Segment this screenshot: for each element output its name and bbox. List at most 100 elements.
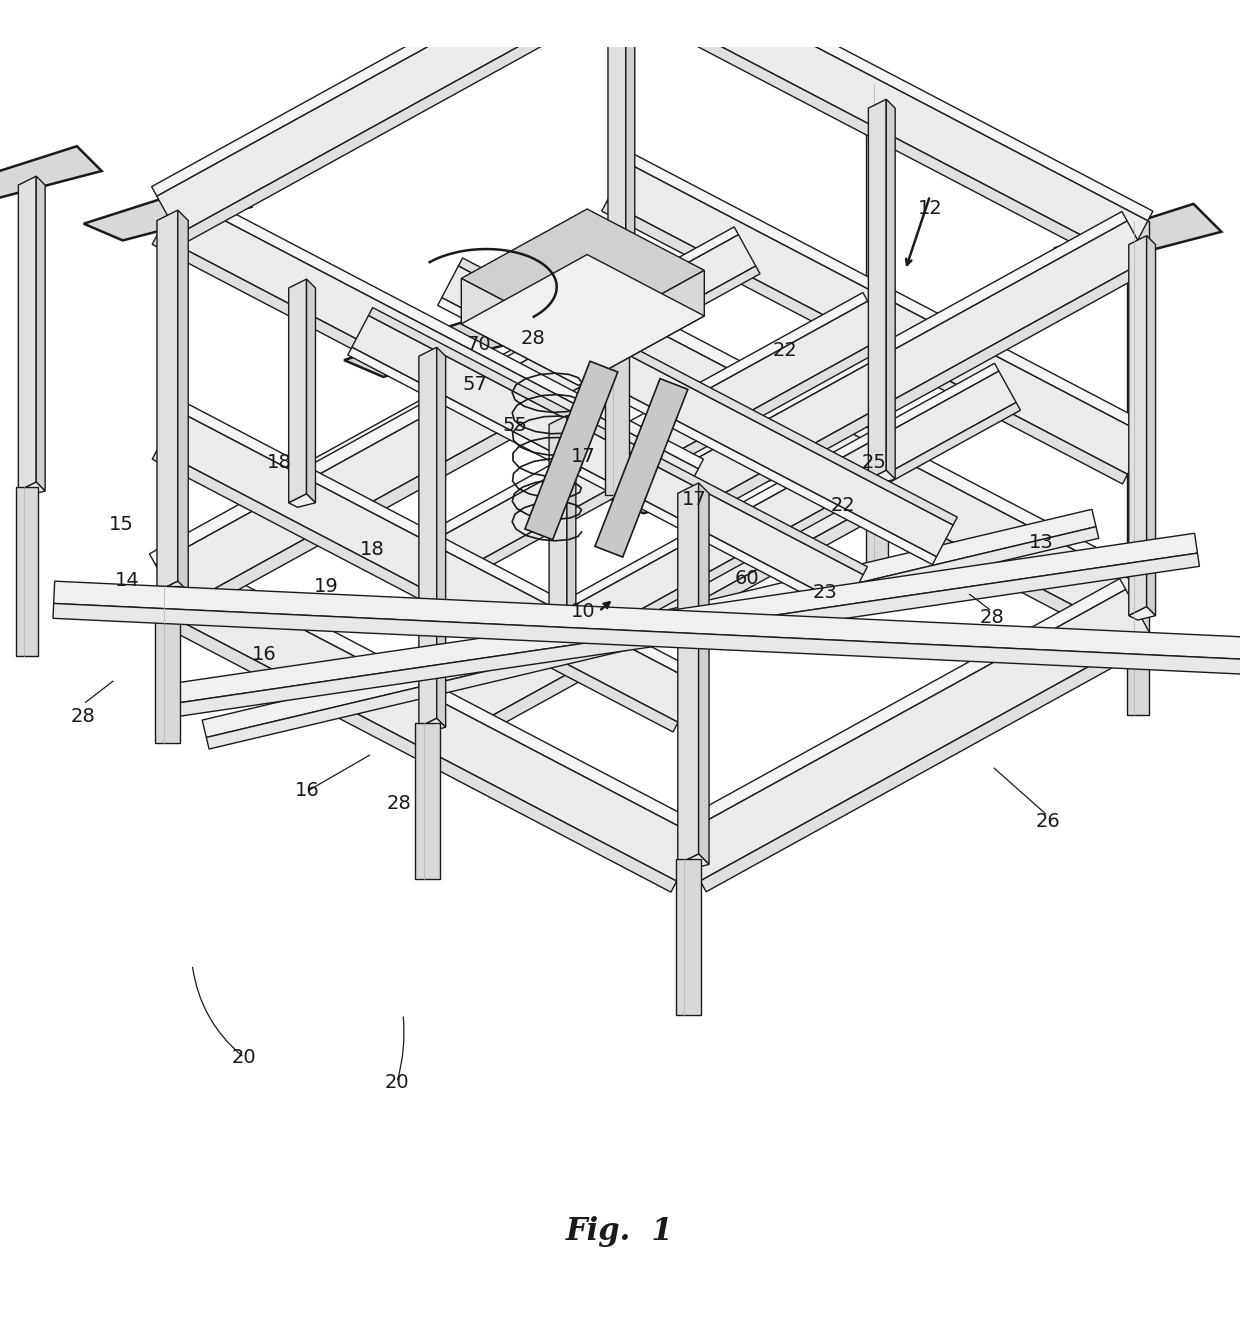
Polygon shape — [19, 176, 36, 491]
Polygon shape — [157, 211, 177, 591]
Text: Fig.  1: Fig. 1 — [567, 1215, 673, 1247]
Polygon shape — [1147, 236, 1156, 616]
Polygon shape — [156, 564, 699, 882]
Polygon shape — [419, 347, 436, 727]
Polygon shape — [153, 450, 678, 732]
Text: 20: 20 — [232, 1049, 257, 1067]
Polygon shape — [459, 257, 957, 526]
Polygon shape — [19, 482, 45, 495]
Polygon shape — [160, 554, 1199, 719]
Polygon shape — [461, 209, 704, 340]
Polygon shape — [627, 0, 1153, 221]
Polygon shape — [676, 590, 1149, 880]
Text: 28: 28 — [387, 794, 412, 812]
Polygon shape — [549, 630, 575, 644]
Polygon shape — [626, 0, 635, 343]
Text: 19: 19 — [314, 576, 339, 596]
Text: 10: 10 — [570, 602, 595, 620]
Text: 18: 18 — [360, 540, 384, 559]
Polygon shape — [699, 259, 1153, 516]
Polygon shape — [868, 99, 887, 479]
Polygon shape — [604, 452, 771, 514]
Text: 14: 14 — [115, 571, 140, 590]
Polygon shape — [285, 227, 739, 483]
Polygon shape — [1128, 236, 1147, 616]
Text: 13: 13 — [1029, 534, 1054, 552]
Polygon shape — [157, 196, 698, 507]
Polygon shape — [352, 315, 863, 606]
Polygon shape — [177, 402, 703, 683]
Polygon shape — [418, 301, 887, 584]
Polygon shape — [525, 362, 618, 540]
Polygon shape — [567, 403, 1021, 658]
Polygon shape — [678, 854, 709, 870]
Polygon shape — [306, 279, 315, 503]
Polygon shape — [16, 487, 38, 656]
Polygon shape — [1126, 220, 1148, 715]
Polygon shape — [289, 279, 306, 503]
Text: 70: 70 — [466, 335, 491, 354]
Polygon shape — [436, 347, 445, 727]
Polygon shape — [549, 415, 567, 639]
Polygon shape — [180, 360, 635, 619]
Polygon shape — [627, 153, 1153, 436]
Polygon shape — [156, 0, 627, 235]
Polygon shape — [419, 718, 445, 732]
Polygon shape — [177, 187, 703, 468]
Polygon shape — [150, 305, 605, 564]
Text: 22: 22 — [831, 496, 856, 515]
Text: 17: 17 — [570, 447, 595, 466]
Text: 28: 28 — [980, 608, 1004, 627]
Polygon shape — [701, 632, 1156, 891]
Polygon shape — [438, 336, 892, 592]
Text: 22: 22 — [773, 342, 797, 360]
Polygon shape — [601, 0, 1127, 269]
Polygon shape — [698, 483, 709, 864]
Text: 26: 26 — [1035, 812, 1060, 831]
Polygon shape — [440, 496, 895, 755]
Polygon shape — [289, 235, 755, 514]
Polygon shape — [605, 316, 1149, 634]
Polygon shape — [179, 554, 706, 838]
Polygon shape — [546, 363, 999, 619]
Polygon shape — [415, 723, 440, 879]
Polygon shape — [676, 859, 701, 1015]
Polygon shape — [177, 211, 188, 591]
Polygon shape — [606, 0, 1148, 259]
Polygon shape — [157, 582, 188, 596]
Polygon shape — [672, 212, 1127, 470]
Text: 18: 18 — [267, 454, 291, 472]
Polygon shape — [289, 494, 315, 507]
Polygon shape — [202, 510, 1096, 738]
Polygon shape — [1054, 204, 1221, 265]
Polygon shape — [677, 221, 1148, 507]
Polygon shape — [157, 411, 698, 722]
Polygon shape — [608, 0, 626, 343]
Polygon shape — [887, 99, 895, 479]
Text: 17: 17 — [682, 490, 707, 510]
Polygon shape — [866, 84, 888, 579]
Polygon shape — [153, 235, 678, 518]
Polygon shape — [595, 379, 688, 558]
Text: 23: 23 — [812, 583, 837, 602]
Polygon shape — [368, 308, 868, 575]
Polygon shape — [868, 471, 895, 484]
Text: 16: 16 — [295, 782, 320, 800]
Polygon shape — [155, 316, 629, 608]
Polygon shape — [605, 339, 629, 495]
Polygon shape — [306, 265, 760, 522]
Polygon shape — [608, 334, 635, 347]
Polygon shape — [155, 587, 180, 743]
Text: 15: 15 — [109, 515, 134, 534]
Polygon shape — [461, 255, 704, 386]
Polygon shape — [567, 415, 575, 639]
Polygon shape — [413, 292, 868, 550]
Polygon shape — [343, 315, 511, 376]
Text: 28: 28 — [521, 329, 546, 348]
Polygon shape — [206, 527, 1099, 750]
Text: 20: 20 — [384, 1073, 409, 1093]
Polygon shape — [0, 147, 102, 200]
Polygon shape — [438, 297, 936, 564]
Polygon shape — [600, 360, 1126, 644]
Text: 16: 16 — [252, 646, 277, 664]
